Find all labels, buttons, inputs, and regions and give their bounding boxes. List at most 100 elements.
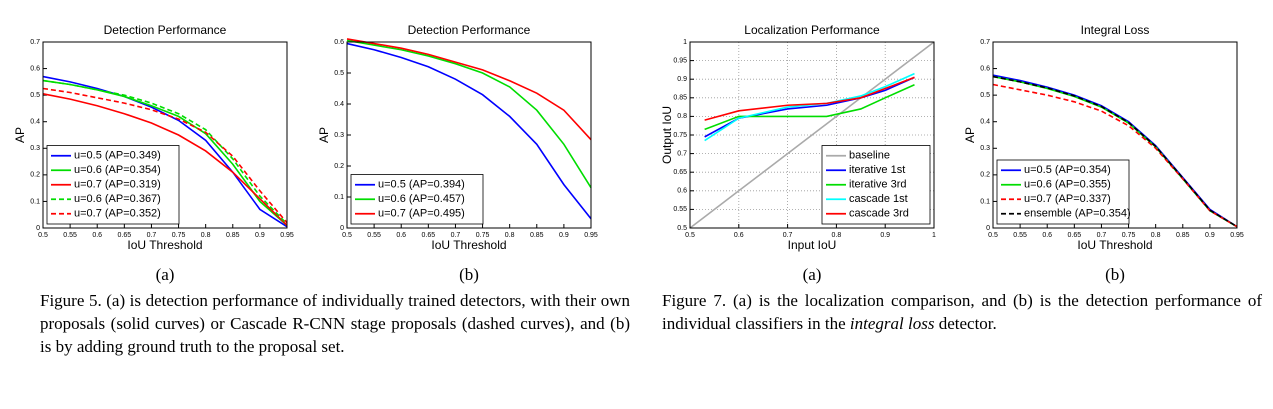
subfigure-label: (a) bbox=[803, 265, 822, 284]
y-tick-label: 0.65 bbox=[673, 169, 687, 176]
figure-charts: 0 0.1 0.2 0.3 0.4 0.5 0.6 0.7 0.5 0.55 0.6 0.65 0.7 0… bbox=[13, 23, 1244, 284]
x-axis-label: Input IoU bbox=[788, 238, 837, 252]
y-axis-label: Output IoU bbox=[660, 106, 674, 164]
y-tick-label: 0.6 bbox=[334, 39, 344, 46]
legend-label: u=0.5 (AP=0.394) bbox=[378, 179, 465, 191]
series-line bbox=[42, 79, 288, 225]
legend-label: u=0.7 (AP=0.319) bbox=[74, 179, 161, 191]
x-tick-label: 0.7 bbox=[451, 232, 461, 239]
y-tick-label: 0.3 bbox=[334, 132, 344, 139]
y-tick-label: 0.5 bbox=[30, 92, 40, 99]
subfigure-label: (a) bbox=[156, 265, 175, 284]
caption: Figure 5. (a) is detection performance o… bbox=[40, 291, 630, 356]
legend-label: ensemble (AP=0.354) bbox=[1024, 208, 1131, 220]
y-tick-label: 0.3 bbox=[980, 145, 990, 152]
x-tick-label: 0.75 bbox=[476, 232, 490, 239]
legend-label: u=0.6 (AP=0.354) bbox=[74, 164, 161, 176]
y-tick-label: 0.5 bbox=[677, 225, 687, 232]
series-line bbox=[346, 42, 592, 220]
x-tick-label: 0.7 bbox=[783, 232, 793, 239]
series-line bbox=[42, 87, 288, 224]
legend-label: baseline bbox=[849, 150, 890, 162]
x-tick-label: 0.75 bbox=[1122, 232, 1136, 239]
y-tick-label: 0.8 bbox=[677, 113, 687, 120]
x-tick-label: 0.65 bbox=[1068, 232, 1082, 239]
x-tick-label: 0.9 bbox=[1205, 232, 1215, 239]
x-tick-label: 0.85 bbox=[530, 232, 544, 239]
x-tick-label: 0.55 bbox=[367, 232, 381, 239]
y-tick-label: 0 bbox=[986, 225, 990, 232]
caption: Figure 7. (a) is the localization compar… bbox=[662, 289, 1262, 335]
y-tick-label: 0.4 bbox=[980, 119, 990, 126]
caption-text: Figure 7. (a) is the localization compar… bbox=[662, 291, 1262, 333]
legend-label: u=0.5 (AP=0.349) bbox=[74, 150, 161, 162]
y-axis-label: AP bbox=[963, 127, 977, 143]
x-tick-label: 0.6 bbox=[1042, 232, 1052, 239]
y-tick-label: 0.6 bbox=[980, 65, 990, 72]
legend-label: u=0.5 (AP=0.354) bbox=[1024, 164, 1111, 176]
y-tick-label: 0.85 bbox=[673, 95, 687, 102]
y-tick-label: 0.55 bbox=[673, 206, 687, 213]
plot-frame bbox=[689, 41, 935, 229]
legend-label: iterative 1st bbox=[849, 164, 905, 176]
y-tick-label: 0.1 bbox=[980, 198, 990, 205]
y-tick-label: 0.5 bbox=[334, 70, 344, 77]
y-tick-label: 0.7 bbox=[677, 150, 687, 157]
subfigure-label: (b) bbox=[1105, 265, 1125, 284]
legend-label: iterative 3rd bbox=[849, 179, 906, 191]
x-tick-label: 0.7 bbox=[1097, 232, 1107, 239]
legend-label: u=0.6 (AP=0.355) bbox=[1024, 179, 1111, 191]
x-tick-label: 0.75 bbox=[172, 232, 186, 239]
x-tick-label: 0.6 bbox=[396, 232, 406, 239]
y-tick-label: 0.95 bbox=[673, 57, 687, 64]
chart-title: Localization Performance bbox=[744, 23, 880, 37]
x-tick-label: 0.95 bbox=[280, 232, 294, 239]
x-tick-label: 0.8 bbox=[1151, 232, 1161, 239]
x-axis-label: IoU Threshold bbox=[431, 238, 506, 252]
series-line bbox=[992, 75, 1238, 228]
y-tick-label: 0.1 bbox=[30, 198, 40, 205]
legend-label: u=0.6 (AP=0.457) bbox=[378, 193, 465, 205]
legend-label: u=0.7 (AP=0.337) bbox=[1024, 193, 1111, 205]
x-axis-label: IoU Threshold bbox=[1077, 238, 1152, 252]
series-line bbox=[704, 84, 915, 131]
caption-emphasis: integral loss bbox=[849, 314, 935, 333]
y-tick-label: 0.6 bbox=[30, 65, 40, 72]
chart-title: Integral Loss bbox=[1081, 23, 1150, 37]
chart-title: Detection Performance bbox=[408, 23, 531, 37]
x-tick-label: 0.5 bbox=[988, 232, 998, 239]
x-tick-label: 0.5 bbox=[685, 232, 695, 239]
legend-label: u=0.7 (AP=0.352) bbox=[74, 208, 161, 220]
subfigure-label: (b) bbox=[459, 265, 479, 284]
y-axis-label: AP bbox=[13, 127, 27, 143]
plot-frame bbox=[42, 41, 288, 229]
y-tick-label: 0.9 bbox=[677, 76, 687, 83]
x-tick-label: 0.6 bbox=[734, 232, 744, 239]
series-line bbox=[42, 93, 288, 226]
x-tick-label: 0.9 bbox=[255, 232, 265, 239]
y-tick-label: 0.3 bbox=[30, 145, 40, 152]
x-tick-label: 0.55 bbox=[1013, 232, 1027, 239]
chart-title: Detection Performance bbox=[104, 23, 227, 37]
legend-label: cascade 3rd bbox=[849, 208, 909, 220]
x-tick-label: 0.9 bbox=[880, 232, 890, 239]
y-tick-label: 1 bbox=[683, 39, 687, 46]
y-axis-label: AP bbox=[317, 127, 331, 143]
y-tick-label: 0.2 bbox=[30, 172, 40, 179]
y-tick-label: 0.4 bbox=[30, 119, 40, 126]
x-tick-label: 0.55 bbox=[63, 232, 77, 239]
y-tick-label: 0.7 bbox=[30, 39, 40, 46]
x-tick-label: 0.85 bbox=[1176, 232, 1190, 239]
x-tick-label: 0.8 bbox=[832, 232, 842, 239]
y-tick-label: 0 bbox=[340, 225, 344, 232]
x-tick-label: 0.95 bbox=[584, 232, 598, 239]
y-tick-label: 0.7 bbox=[980, 39, 990, 46]
legend-label: cascade 1st bbox=[849, 193, 908, 205]
x-tick-label: 0.8 bbox=[201, 232, 211, 239]
x-tick-label: 0.8 bbox=[505, 232, 515, 239]
x-tick-label: 0.65 bbox=[422, 232, 436, 239]
x-tick-label: 0.5 bbox=[38, 232, 48, 239]
x-tick-label: 0.7 bbox=[147, 232, 157, 239]
y-tick-label: 0.2 bbox=[334, 163, 344, 170]
